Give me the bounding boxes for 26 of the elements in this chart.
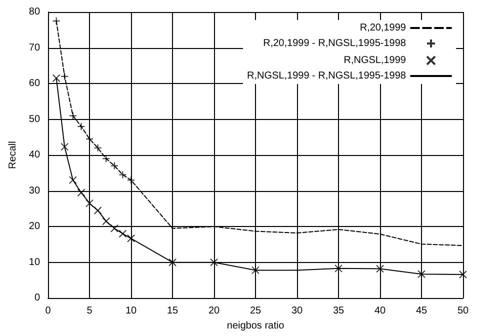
x-tick-label: 40: [374, 306, 386, 317]
x-tick-label: 15: [166, 306, 179, 317]
y-tick-label: 80: [28, 6, 40, 18]
legend-label: R,20,1999 - R,NGSL,1995-1998: [263, 38, 406, 49]
y-tick-label: 10: [28, 256, 40, 268]
x-tick-label: 10: [125, 306, 138, 317]
x-tick-label: 50: [457, 306, 469, 317]
y-axis-title: Recall: [8, 141, 18, 169]
x-tick-label: 20: [208, 306, 220, 317]
y-tick-label: 60: [28, 78, 40, 90]
y-tick-label: 40: [28, 150, 40, 161]
y-tick-label: 70: [28, 42, 40, 54]
legend-label: R,20,1999: [360, 22, 406, 34]
legend-label: R,NGSL,1999 - R,NGSL,1995-1998: [247, 70, 406, 82]
x-tick-label: 5: [86, 306, 93, 317]
x-axis-title: neigbos ratio: [226, 320, 285, 332]
x-tick-label: 35: [332, 306, 345, 317]
y-tick-label: 0: [34, 292, 40, 304]
x-tick-label: 25: [250, 306, 262, 317]
x-tick-label: 30: [291, 306, 304, 317]
y-tick-label: 30: [28, 185, 40, 196]
legend-label: R,NGSL,1999: [344, 55, 406, 66]
x-tick-label: 0: [45, 306, 52, 317]
x-tick-label: 45: [416, 306, 428, 317]
y-tick-label: 20: [28, 221, 40, 232]
y-tick-label: 50: [28, 114, 40, 125]
